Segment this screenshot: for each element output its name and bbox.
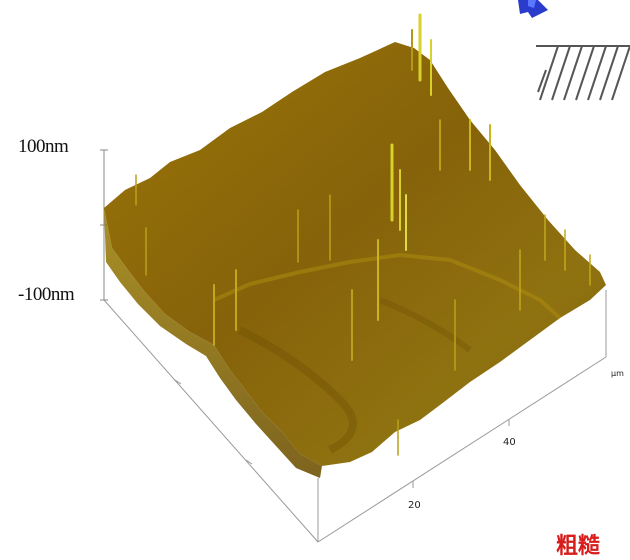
surface-mesh bbox=[104, 13, 606, 478]
surface-ridge bbox=[213, 252, 562, 320]
hatched-ground-icon bbox=[536, 45, 630, 101]
z-axis-min-label: -100nm bbox=[18, 284, 75, 305]
z-axis-max-label: 100nm bbox=[18, 136, 69, 157]
surface-peaks bbox=[135, 13, 591, 456]
surface-top bbox=[104, 42, 606, 466]
corner-caption: 粗糙 bbox=[556, 534, 601, 559]
axis-unit-label: μm bbox=[611, 369, 624, 378]
surface-shadow bbox=[238, 326, 357, 454]
z-axis bbox=[100, 149, 108, 301]
surface-shadow bbox=[378, 297, 472, 353]
probe-marker-icon bbox=[518, 0, 548, 18]
x-tick-label: 40 bbox=[503, 437, 516, 448]
base-frame bbox=[103, 290, 607, 543]
x-tick-label: 20 bbox=[408, 500, 421, 511]
